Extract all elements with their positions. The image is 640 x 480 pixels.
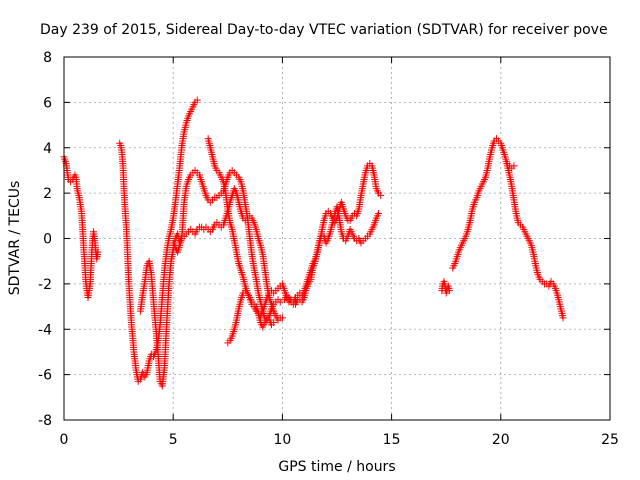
data-point (94, 248, 102, 256)
data-point (193, 96, 201, 104)
chart-title: Day 239 of 2015, Sidereal Day-to-day VTE… (40, 22, 608, 38)
x-tick-label: 0 (60, 432, 69, 448)
x-tick-label: 15 (383, 432, 401, 448)
y-axis-label: SDTVAR / TECUs (7, 181, 23, 296)
data-point (510, 162, 518, 170)
data-point (270, 318, 278, 326)
data-point (559, 314, 567, 322)
x-axis-label: GPS time / hours (278, 459, 395, 475)
data-point (278, 314, 286, 322)
data-series (60, 96, 567, 390)
y-tick-label: -6 (38, 368, 52, 384)
series-trace-i (449, 135, 567, 322)
y-tick-label: -2 (38, 277, 52, 293)
data-point (377, 191, 385, 199)
y-tick-label: 0 (43, 232, 52, 248)
series-trace-a (60, 153, 102, 301)
x-tick-label: 10 (273, 432, 291, 448)
data-point (276, 298, 284, 306)
data-point (445, 287, 453, 295)
x-axis-tick-labels: 0 5 10 15 20 25 (60, 432, 619, 448)
x-tick-label: 25 (601, 432, 619, 448)
y-tick-label: -8 (38, 413, 52, 429)
y-tick-label: 4 (43, 141, 52, 157)
plot-frame (63, 56, 611, 421)
series-trace-g (281, 203, 382, 308)
y-axis-tick-labels: -8 -6 -4 -2 0 2 4 6 8 (38, 50, 52, 429)
data-point (374, 210, 382, 218)
series-trace-j (503, 160, 518, 172)
y-tick-label: 2 (43, 186, 52, 202)
series-trace-h (438, 278, 453, 297)
x-tick-label: 5 (169, 432, 178, 448)
y-tick-label: 8 (43, 50, 52, 66)
y-tick-label: 6 (43, 95, 52, 111)
y-tick-label: -4 (38, 322, 52, 338)
x-tick-label: 20 (492, 432, 510, 448)
series-trace-e (204, 135, 278, 331)
